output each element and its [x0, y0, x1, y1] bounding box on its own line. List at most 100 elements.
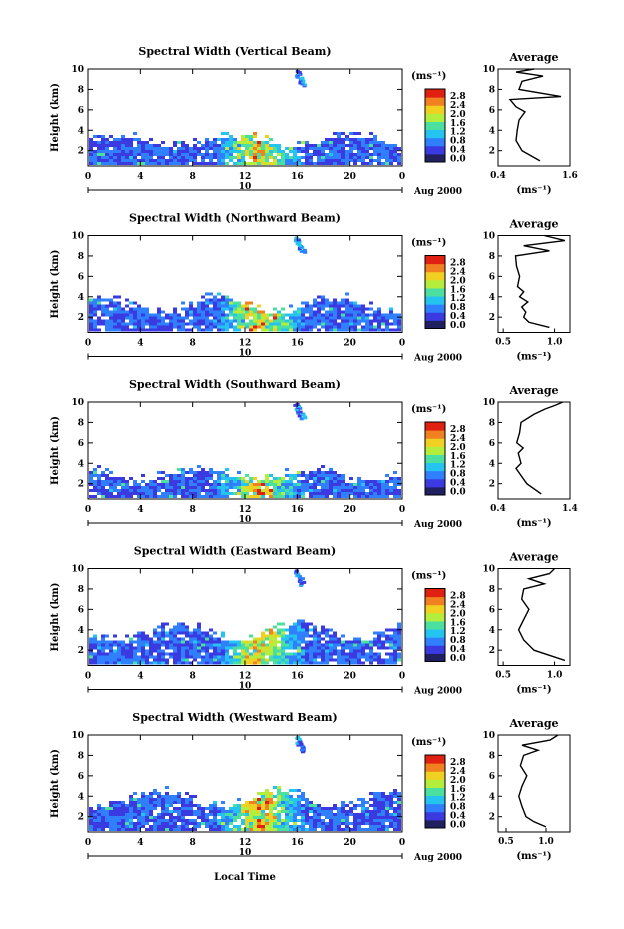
heatmap-cell [265, 825, 269, 828]
heatmap-cell [221, 495, 225, 498]
heatmap-cell [181, 643, 185, 647]
heatmap-cell [309, 322, 313, 326]
heatmap-cell [89, 810, 93, 813]
heatmap-cell [113, 147, 117, 150]
heatmap-cell [389, 816, 393, 819]
heatmap-cell [145, 804, 149, 807]
heatmap-cell [125, 322, 129, 326]
heatmap-cell [221, 661, 225, 665]
heatmap-cell [369, 325, 373, 329]
heatmap-cell [193, 643, 197, 647]
heatmap-cell [321, 819, 325, 822]
heatmap-cell [161, 322, 165, 326]
heatmap-cell [109, 162, 113, 165]
heatmap-cell [105, 319, 109, 323]
heatmap-cell [217, 495, 221, 498]
heatmap-cell [237, 156, 241, 159]
heatmap-cell [193, 489, 197, 492]
colorbar-segment [425, 779, 445, 788]
heatmap-cell [209, 819, 213, 822]
heatmap-cell [165, 622, 169, 626]
heatmap-cell [181, 819, 185, 822]
heatmap-cell [325, 325, 329, 329]
heatmap-cell [113, 658, 117, 662]
heatmap-cell [381, 486, 385, 489]
heatmap-cell [193, 492, 197, 495]
heatmap-cell [125, 328, 129, 332]
heatmap-cell [373, 822, 377, 825]
heatmap-cell [313, 643, 317, 647]
heatmap-cell [177, 486, 181, 489]
heatmap-cell [205, 141, 209, 144]
heatmap-cell [205, 495, 209, 498]
heatmap-cell [97, 646, 101, 650]
heatmap-cell [141, 819, 145, 822]
heatmap-cell [317, 825, 321, 828]
heatmap-cell [261, 162, 265, 165]
heatmap-cell [241, 661, 245, 665]
heatmap-cell [345, 828, 349, 831]
heatmap-cell [121, 153, 125, 156]
colorbar-segment [425, 596, 445, 606]
upper-echo-cell [294, 407, 299, 411]
heatmap-cell [257, 319, 261, 323]
heatmap-cell [177, 313, 181, 317]
heatmap-cell [265, 159, 269, 162]
heatmap-cell [305, 486, 309, 489]
heatmap-cell [277, 816, 281, 819]
heatmap-cell [341, 658, 345, 662]
heatmap-cell [185, 658, 189, 662]
heatmap-cell [369, 322, 373, 326]
heatmap-cell [125, 147, 129, 150]
heatmap-cell [157, 625, 161, 629]
heatmap-cell [353, 822, 357, 825]
heatmap-cell [153, 316, 157, 320]
y-tick-label: 4 [78, 459, 84, 469]
heatmap-cell [173, 661, 177, 665]
heatmap-cell [265, 792, 269, 795]
heatmap-cell [325, 649, 329, 653]
heatmap-cell [241, 310, 245, 314]
heatmap-cell [321, 313, 325, 317]
heatmap-cell [209, 640, 213, 644]
heatmap-cell [209, 652, 213, 656]
heatmap-cell [397, 316, 401, 320]
heatmap-cell [125, 316, 129, 320]
heatmap-cell [389, 637, 393, 641]
heatmap-cell [397, 319, 401, 323]
heatmap-cell [389, 313, 393, 317]
heatmap-cell [265, 150, 269, 153]
heatmap-cell [205, 658, 209, 662]
colorbar-segment [425, 787, 445, 797]
heatmap-cell [225, 319, 229, 323]
heatmap-cell [341, 646, 345, 650]
heatmap-cell [121, 307, 125, 311]
heatmap-cell [165, 153, 169, 156]
heatmap-cell [305, 828, 309, 831]
heatmap-cell [165, 643, 169, 647]
heatmap-cell [393, 483, 397, 486]
colorbar-segment [425, 763, 445, 772]
heatmap-cell [277, 822, 281, 825]
heatmap-cell [93, 810, 97, 813]
heatmap-cell [325, 328, 329, 332]
heatmap-cell [137, 310, 141, 314]
heatmap-cell [281, 322, 285, 326]
heatmap-cell [301, 150, 305, 153]
heatmap-cell [377, 825, 381, 828]
heatmap-cell [97, 649, 101, 653]
heatmap-cell [293, 789, 297, 792]
heatmap-cell [117, 807, 121, 810]
heatmap-cell [149, 792, 153, 795]
heatmap-cell [201, 468, 205, 471]
heatmap-cell [309, 628, 313, 632]
heatmap-cell [169, 322, 173, 326]
heatmap-cell [285, 819, 289, 822]
heatmap-cell [189, 640, 193, 644]
heatmap-cell [137, 141, 141, 144]
heatmap-cell [209, 658, 213, 662]
heatmap-cell [333, 483, 337, 486]
heatmap-cell [201, 307, 205, 311]
heatmap-cell [181, 804, 185, 807]
upper-echo-cell [300, 577, 305, 581]
